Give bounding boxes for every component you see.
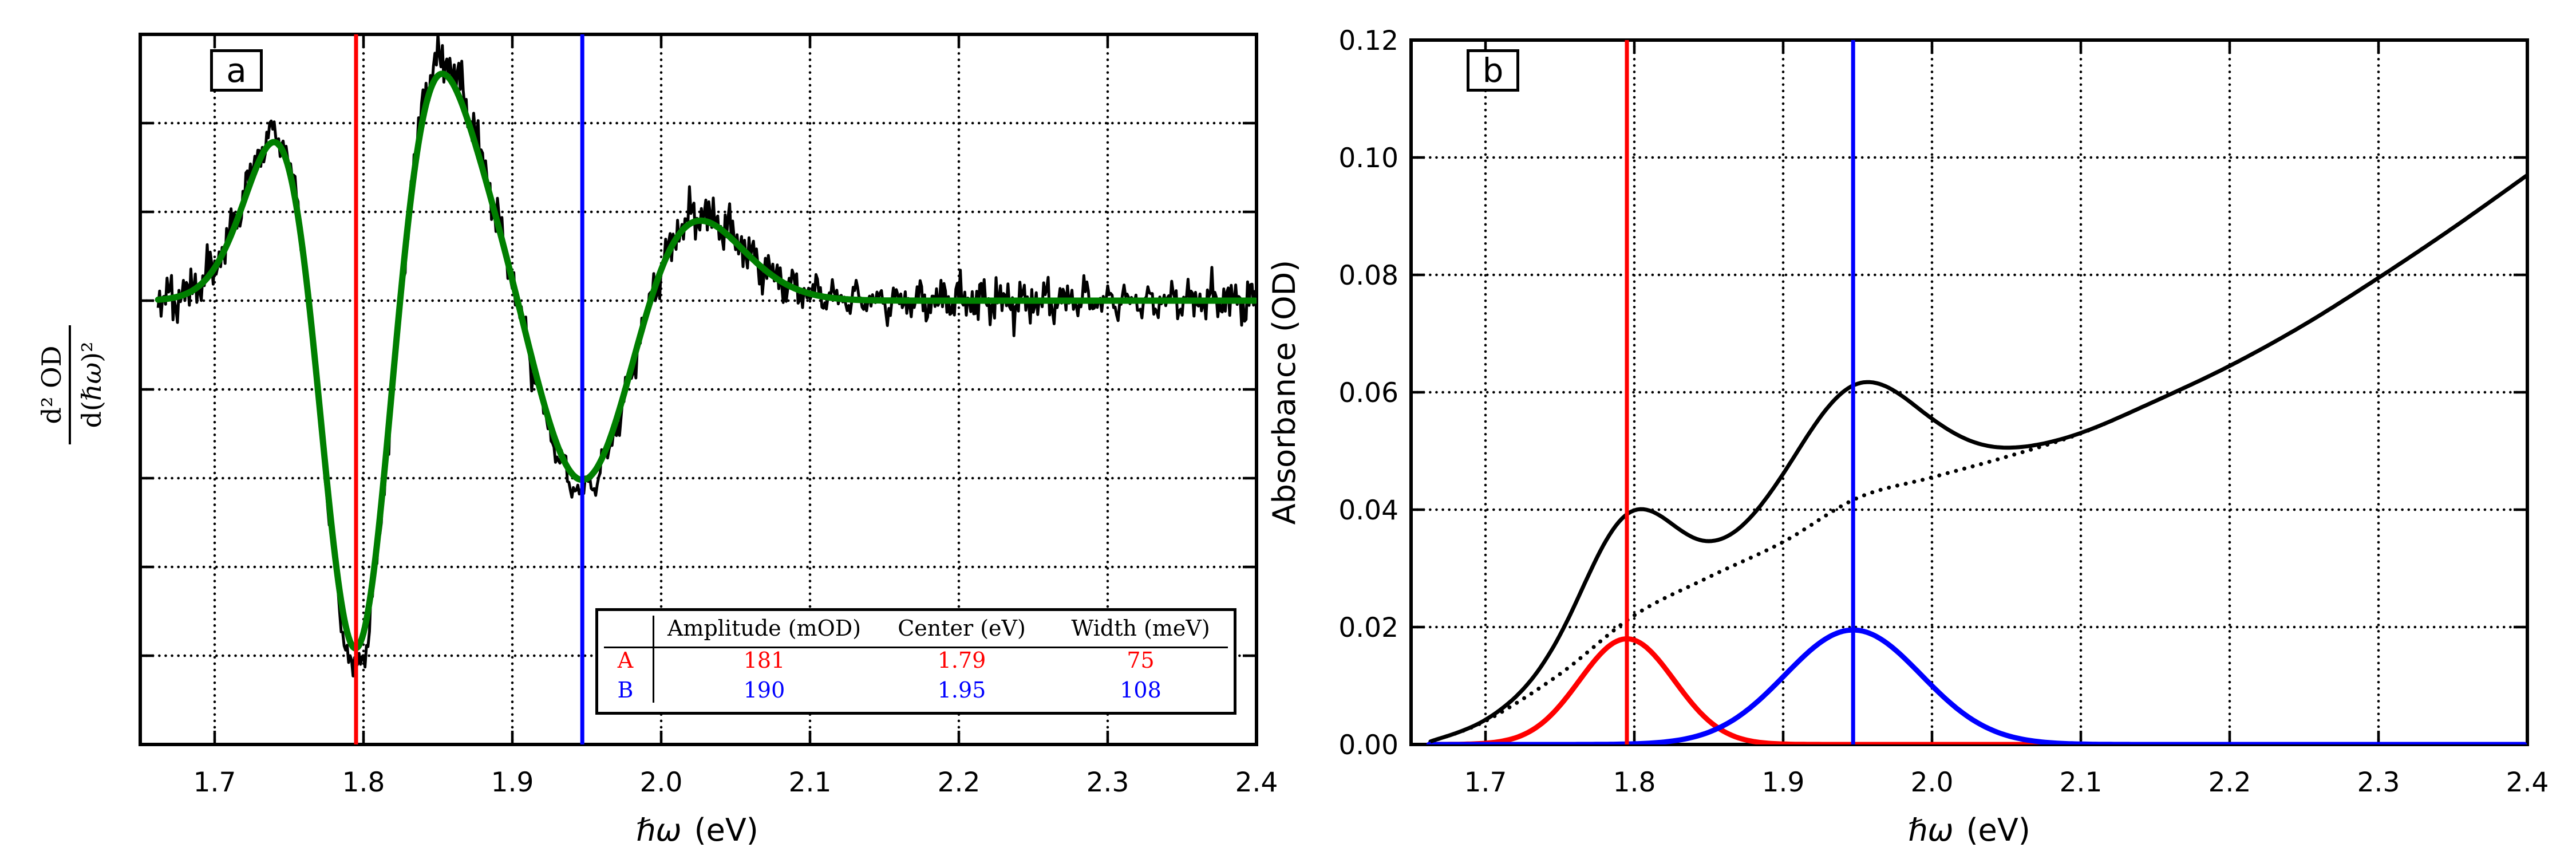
panel-a-x-tick-label: 1.8	[342, 767, 385, 798]
panel-b-x-tick-label: 2.3	[2357, 767, 2400, 798]
panel-b-letter: b	[1482, 51, 1504, 90]
total-absorbance-curve	[1429, 173, 2527, 744]
second-derivative-data-curve	[156, 34, 1257, 677]
panel-b-y-tick-label: 0.10	[1338, 143, 1398, 174]
panel-b-y-tick-label: 0.04	[1338, 495, 1398, 526]
row-b-center: 1.95	[937, 677, 986, 703]
panel-a-x-tick-label: 2.1	[789, 767, 832, 798]
panel-b-x-tick-label: 1.8	[1613, 767, 1656, 798]
row-a-center: 1.79	[937, 648, 986, 673]
panel-b-x-tick-label: 1.9	[1762, 767, 1805, 798]
table-header-rule	[604, 647, 1228, 648]
panel-b-curves	[1426, 173, 2527, 744]
panel-a-x-tick-label: 2.2	[938, 767, 981, 798]
row-a-width: 75	[1127, 648, 1155, 673]
panel-b-y-tick-label: 0.12	[1338, 25, 1398, 57]
panel-a-x-tick-label: 2.3	[1086, 767, 1129, 798]
hbar-omega-symbol: ℏω	[636, 812, 681, 848]
row-b-width: 108	[1120, 677, 1161, 703]
panel-b-x-tick-label: 2.1	[2060, 767, 2103, 798]
panel-a-label-box: a	[210, 49, 263, 92]
fraction-denominator: d(ℏω)²	[76, 342, 107, 428]
x-axis-label-a: ℏω (eV)	[636, 812, 758, 848]
header-amplitude: Amplitude (mOD)	[667, 616, 862, 641]
fit-parameter-table: Amplitude (mOD) Center (eV) Width (meV) …	[595, 608, 1236, 715]
panel-b-y-tick-label: 0.08	[1338, 260, 1398, 291]
y-axis-label-a: d² OD d(ℏω)²	[36, 325, 107, 444]
panel-b-y-tick-label: 0.06	[1338, 377, 1398, 409]
panel-b-x-tick-label: 2.2	[2208, 767, 2251, 798]
panel-a-x-tick-label: 2.0	[640, 767, 683, 798]
y-axis-label-b: Absorbance (OD)	[1266, 260, 1302, 525]
panel-b-x-tick-label: 1.7	[1464, 767, 1507, 798]
peak-a-curve	[1426, 636, 2527, 744]
panel-a-letter: a	[226, 51, 247, 90]
panel-b-y-tick-label: 0.02	[1338, 612, 1398, 644]
panel-b-x-tick-label: 2.0	[1911, 767, 1954, 798]
panel-a-spines	[139, 33, 1258, 746]
table-vertical-rule	[653, 616, 654, 703]
header-width: Width (meV)	[1071, 616, 1210, 641]
panel-a-x-tick-label: 2.4	[1235, 767, 1278, 798]
panel-a-x-tick-label: 1.9	[491, 767, 534, 798]
hbar-omega-symbol: ℏω	[1908, 812, 1953, 848]
panel-b-y-tick-label: 0.00	[1338, 730, 1398, 761]
x-axis-label-b: ℏω (eV)	[1908, 812, 2030, 848]
panel-a-curves	[155, 34, 1257, 677]
fit-table-grid: Amplitude (mOD) Center (eV) Width (meV) …	[598, 611, 1234, 712]
fit-curve	[155, 70, 1257, 652]
row-a-amplitude: 181	[743, 648, 785, 673]
panel-b-label-box: b	[1467, 49, 1519, 92]
peak-b-curve	[1426, 627, 2527, 744]
ev-unit: (eV)	[694, 812, 758, 848]
header-center: Center (eV)	[898, 616, 1026, 641]
panel-b-x-tick-label: 2.4	[2506, 767, 2549, 798]
ev-unit: (eV)	[1966, 812, 2030, 848]
row-b-amplitude: 190	[743, 677, 785, 703]
panel-b-plot	[1409, 38, 2529, 746]
panel-a-x-tick-label: 1.7	[193, 767, 236, 798]
row-b-label: B	[617, 677, 634, 703]
row-a-label: A	[617, 648, 634, 673]
fraction-numerator: d² OD	[36, 345, 67, 424]
